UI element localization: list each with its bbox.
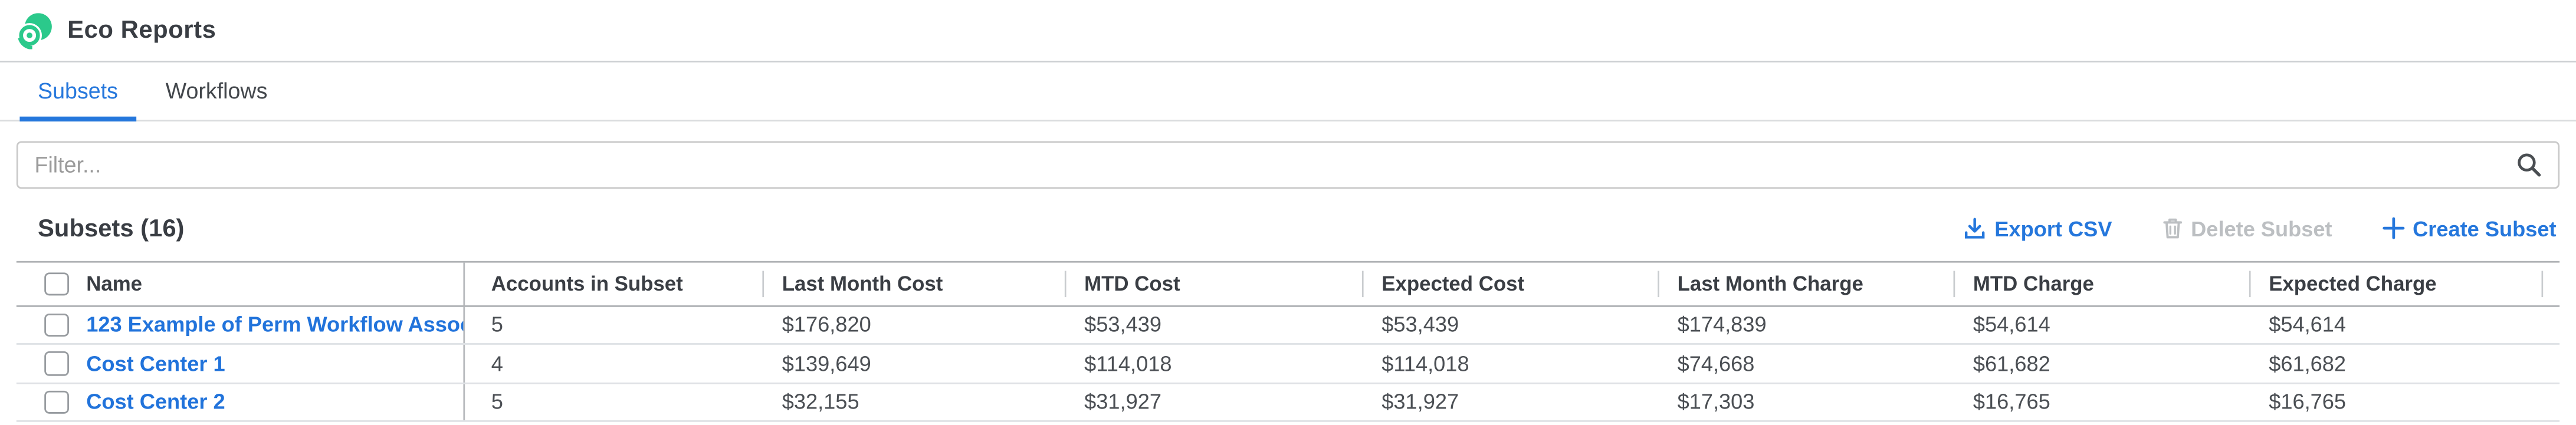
- cell-last-month-cost: $176,820: [782, 312, 871, 337]
- cell-last-month-cost: $139,649: [782, 351, 871, 376]
- cell-mtd-charge: $61,682: [1973, 351, 2050, 376]
- tab-bar: Subsets Workflows: [0, 62, 2576, 122]
- cell-filler: [2543, 345, 2562, 382]
- column-header-mtd-charge[interactable]: MTD Charge: [1953, 263, 2249, 305]
- cell-expected-charge: $61,682: [2269, 351, 2347, 376]
- row-checkbox[interactable]: [44, 390, 68, 414]
- cell-last-month-charge: $17,303: [1677, 389, 1755, 414]
- cell-expected-cost: $114,018: [1381, 351, 1469, 376]
- column-header-expected-charge[interactable]: Expected Charge: [2249, 263, 2544, 305]
- filter-box: [16, 141, 2560, 189]
- cell-last-month-cost: $32,155: [782, 389, 859, 414]
- cell-name: Cost Center 2: [17, 383, 465, 420]
- table-header-row: Name Accounts in Subset Last Month Cost …: [16, 262, 2562, 307]
- export-csv-button[interactable]: Export CSV: [1963, 216, 2112, 240]
- cell-mtd-cost: $53,439: [1084, 312, 1162, 337]
- column-header-expected-cost[interactable]: Expected Cost: [1361, 263, 1658, 305]
- export-csv-label: Export CSV: [1994, 216, 2112, 241]
- column-header-name-label: Name: [86, 272, 143, 295]
- cell-expected-charge: $54,614: [2269, 312, 2347, 337]
- column-header-mtd-cost[interactable]: MTD Cost: [1064, 263, 1362, 305]
- column-header-last-month-cost[interactable]: Last Month Cost: [762, 263, 1064, 305]
- app-header: Eco Reports: [0, 0, 2576, 62]
- table-row: 123 Example of Perm Workflow Association…: [16, 306, 2562, 345]
- subset-name-link[interactable]: Cost Center 2: [86, 389, 225, 414]
- column-header-accounts[interactable]: Accounts in Subset: [491, 272, 683, 295]
- tab-subsets-label: Subsets: [38, 78, 118, 104]
- cell-last-month-charge: $174,839: [1677, 312, 1767, 337]
- table-row: Cost Center 1 4 $139,649 $114,018 $114,0…: [16, 344, 2562, 384]
- cell-accounts: 4: [491, 351, 503, 376]
- action-buttons: Export CSV Delete Subset: [1963, 216, 2557, 241]
- subset-name-link[interactable]: 123 Example of Perm Workflow Association: [86, 312, 463, 337]
- column-header-name[interactable]: Name: [17, 262, 465, 305]
- delete-subset-label: Delete Subset: [2191, 216, 2332, 241]
- cell-filler: [2543, 383, 2562, 420]
- table-body: 123 Example of Perm Workflow Association…: [16, 306, 2562, 422]
- tab-workflows[interactable]: Workflows: [147, 62, 286, 120]
- filter-input[interactable]: [18, 143, 2558, 187]
- delete-subset-button[interactable]: Delete Subset: [2161, 216, 2332, 240]
- select-all-checkbox[interactable]: [44, 271, 68, 296]
- page-title: Eco Reports: [67, 16, 216, 45]
- cell-expected-cost: $53,439: [1381, 312, 1459, 337]
- tab-subsets[interactable]: Subsets: [19, 62, 136, 122]
- filter-bar: [0, 121, 2576, 189]
- tab-workflows-label: Workflows: [165, 78, 268, 104]
- create-subset-label: Create Subset: [2413, 216, 2557, 241]
- subset-name-link[interactable]: Cost Center 1: [86, 351, 225, 376]
- trash-icon: [2161, 217, 2183, 240]
- cell-mtd-cost: $114,018: [1084, 351, 1172, 376]
- brand-swirl-icon: [17, 12, 52, 49]
- row-checkbox[interactable]: [44, 312, 68, 337]
- cell-last-month-charge: $74,668: [1677, 351, 1755, 376]
- cell-accounts: 5: [491, 389, 503, 414]
- section-title: Subsets (16): [38, 214, 185, 242]
- table-row: Cost Center 2 5 $32,155 $31,927 $31,927 …: [16, 383, 2562, 422]
- column-header-filler: [2543, 263, 2562, 305]
- cell-accounts: 5: [491, 312, 503, 337]
- cell-mtd-charge: $16,765: [1973, 389, 2050, 414]
- column-header-last-month-charge[interactable]: Last Month Charge: [1658, 263, 1953, 305]
- cell-expected-cost: $31,927: [1381, 389, 1459, 414]
- subsets-table: Name Accounts in Subset Last Month Cost …: [16, 261, 2562, 422]
- cell-expected-charge: $16,765: [2269, 389, 2347, 414]
- cell-mtd-cost: $31,927: [1084, 389, 1162, 414]
- cell-name: 123 Example of Perm Workflow Association: [17, 306, 465, 344]
- row-checkbox[interactable]: [44, 351, 68, 375]
- create-subset-button[interactable]: Create Subset: [2381, 216, 2557, 241]
- cell-mtd-charge: $54,614: [1973, 312, 2050, 337]
- list-header: Subsets (16) Export CSV: [0, 209, 2576, 248]
- plus-icon: [2381, 217, 2404, 240]
- download-icon: [1963, 217, 1986, 240]
- cell-filler: [2543, 306, 2562, 343]
- search-icon[interactable]: [2515, 151, 2543, 179]
- cell-name: Cost Center 1: [17, 344, 465, 382]
